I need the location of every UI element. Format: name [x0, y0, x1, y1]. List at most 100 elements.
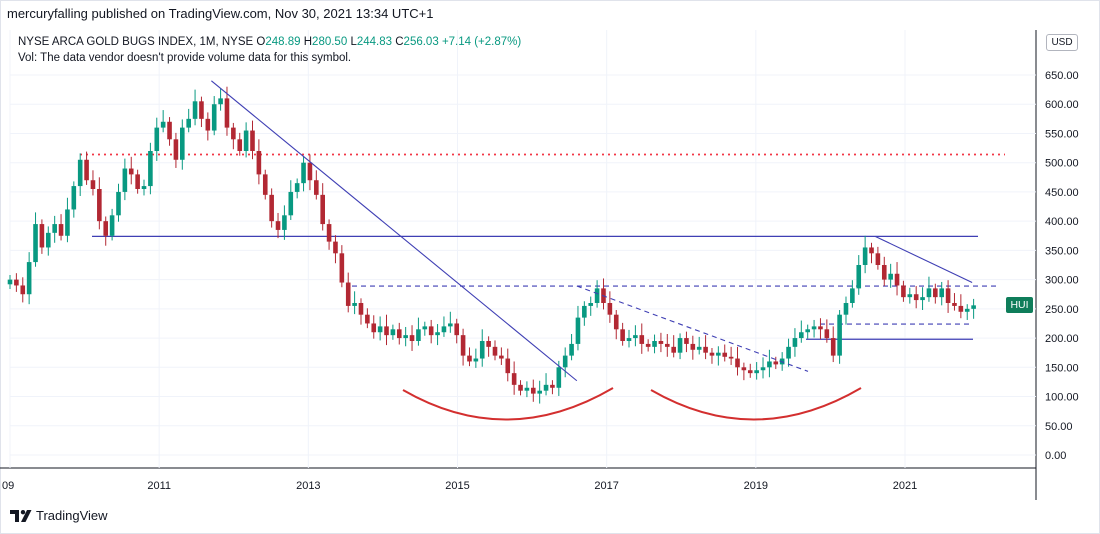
y-tick-label: 650.00 [1045, 70, 1079, 82]
candle-body [735, 358, 740, 368]
y-tick-label: 550.00 [1045, 128, 1079, 140]
candle-body [84, 159, 89, 181]
candle-body [613, 314, 619, 330]
trendline [874, 235, 973, 284]
candle-body [65, 209, 70, 236]
candle-body [939, 288, 945, 298]
candle-body [843, 303, 849, 315]
candle-body [971, 305, 976, 309]
candle-body [39, 224, 45, 248]
candle-body [409, 335, 415, 341]
candle-body [448, 323, 453, 327]
candle-body [358, 303, 364, 315]
candle-body [569, 343, 574, 356]
candle-body [339, 253, 345, 283]
footer-branding: TradingView [10, 508, 108, 523]
price-tag: HUI [1006, 297, 1033, 313]
candle-body [543, 384, 549, 391]
candle-body [135, 174, 140, 189]
candle-body [562, 355, 568, 368]
candle-body [537, 390, 542, 394]
candle-body [45, 232, 51, 248]
candle-body [639, 335, 645, 344]
cup-arc-left [402, 387, 614, 421]
x-tick-label: 2017 [594, 480, 618, 492]
candle-body [645, 343, 651, 347]
candle-body [964, 308, 970, 312]
candle-body [256, 151, 262, 175]
candle-body [154, 127, 160, 151]
candle-body [677, 338, 683, 353]
candle-body [952, 303, 957, 306]
candle-body [511, 373, 517, 385]
low-label: L [350, 36, 357, 48]
candle-body [26, 262, 32, 295]
candle-body [180, 127, 185, 160]
candle-body [467, 355, 472, 362]
candle-body [396, 329, 402, 339]
candle-body [441, 326, 447, 333]
high-label: H [303, 36, 313, 48]
candle-body [473, 358, 479, 362]
candle-body [314, 180, 319, 195]
candle-body [709, 352, 715, 356]
volume-note: Vol: The data vendor doesn't provide vol… [18, 52, 352, 64]
high-value: 280.50 [312, 36, 348, 48]
candle-body [365, 314, 370, 324]
y-tick-label: 100.00 [1045, 392, 1079, 404]
candle-body [403, 335, 408, 339]
candle-body [830, 338, 836, 356]
y-tick-label: 500.00 [1045, 158, 1079, 170]
candle-body [773, 361, 779, 365]
open-value: 248.89 [265, 36, 301, 48]
low-value: 244.83 [356, 36, 393, 48]
candle-body [116, 191, 121, 216]
candle-body [307, 162, 313, 181]
y-tick-label: 300.00 [1045, 275, 1079, 287]
candle-body [754, 370, 759, 374]
x-tick-label: 2011 [147, 480, 171, 492]
x-tick-label: 2019 [744, 480, 768, 492]
candle-body [869, 247, 874, 254]
candle-body [728, 356, 734, 359]
candle-body [141, 186, 147, 189]
candle-body [58, 224, 64, 236]
x-tick-label: 2013 [296, 480, 320, 492]
y-tick-label: 0.00 [1045, 450, 1066, 462]
candle-body [881, 265, 887, 280]
candle-body [237, 139, 243, 151]
y-tick-label: 50.00 [1045, 421, 1073, 433]
publish-info: mercuryfalling published on TradingView.… [7, 6, 434, 21]
candle-body [671, 346, 676, 353]
candle-body [862, 247, 868, 265]
candle-body [262, 174, 268, 195]
candle-body [556, 367, 562, 388]
candle-body [250, 130, 255, 151]
candle-body [288, 191, 294, 216]
candle-body [52, 224, 57, 233]
candle-body [518, 384, 523, 391]
candle-body [684, 338, 689, 344]
candle-body [652, 341, 657, 347]
candle-body [818, 326, 823, 330]
currency-badge[interactable]: USD [1046, 34, 1078, 51]
candle-body [582, 305, 587, 318]
candle-body [888, 273, 893, 280]
candle-body [231, 127, 236, 140]
candle-body [767, 361, 772, 368]
candle-body [786, 346, 791, 359]
candle-body [799, 332, 804, 339]
candle-body [422, 326, 428, 330]
candle-body [479, 341, 485, 359]
candle-body [716, 352, 721, 356]
candle-body [792, 338, 798, 347]
close-value: 256.03 [403, 36, 439, 48]
candle-body [377, 326, 383, 333]
y-tick-label: 250.00 [1045, 304, 1079, 316]
candle-body [958, 305, 964, 312]
candle-body [945, 288, 951, 303]
x-tick-label: 09 [2, 480, 14, 492]
candle-body [173, 139, 179, 160]
candle-body [294, 183, 300, 192]
